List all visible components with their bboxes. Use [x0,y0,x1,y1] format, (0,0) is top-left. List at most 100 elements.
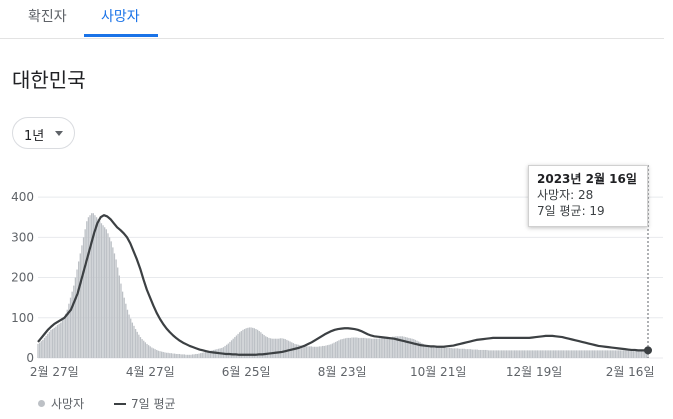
tooltip-average: 7일 평균: 19 [537,204,605,218]
y-tick-label: 300 [11,230,34,244]
death-bar [439,347,441,358]
death-bar [631,350,633,358]
death-bar [250,327,252,358]
death-bar [414,339,417,358]
death-bar [204,351,207,358]
death-bar [325,345,327,358]
death-bar [84,229,86,358]
death-bar [614,350,617,358]
death-bar [530,350,532,358]
death-bar [460,348,462,358]
death-bar [113,253,116,358]
death-bar [256,329,259,358]
death-bar [356,337,358,358]
death-bar [518,350,521,358]
death-bar [616,350,618,358]
death-bar [312,346,314,358]
death-bar [112,247,114,358]
death-bar [570,350,573,358]
death-bar [486,349,488,358]
death-bar [173,353,176,358]
y-tick-label: 200 [11,271,34,285]
death-bar [427,345,430,358]
death-bar [590,350,592,358]
death-bar [531,350,534,358]
death-bar [261,333,264,358]
death-bar [143,340,145,358]
death-bar [276,338,278,358]
death-bar [481,349,483,358]
death-bar [391,336,394,358]
death-bar [284,339,286,358]
death-bar [528,350,530,358]
death-bar [421,343,423,358]
death-bar [252,327,254,358]
death-bar [396,336,399,358]
death-bar [346,337,348,358]
death-bar [370,338,373,358]
death-bar [596,350,599,358]
death-bar [178,353,181,358]
death-bar [500,350,503,358]
legend-line-marker [114,403,126,405]
death-bar [483,349,485,358]
death-bar [185,354,187,358]
death-bar [92,213,94,358]
death-bar [186,354,189,358]
death-bar [279,338,282,358]
death-bar [266,337,269,358]
deaths-chart[interactable]: 0 100 200 300 400 2월 27일 4월 27일 6월 25일 8월 23일 10월… [0,150,673,390]
death-bar [152,348,155,358]
tab-deaths[interactable]: 사망자 [101,9,140,25]
death-bar [149,346,151,358]
death-bar [479,349,482,358]
death-bar [447,347,449,358]
death-bar [268,337,270,358]
death-bar [230,340,233,358]
death-bar [492,350,495,358]
death-bar [177,353,179,358]
death-bar [104,227,106,358]
x-tick-label: 6월 25일 [222,365,271,379]
death-bar [190,354,192,358]
death-bar [69,297,72,358]
time-range-dropdown[interactable]: 1년 [12,117,75,149]
death-bar [437,347,439,358]
death-bar [388,337,391,358]
death-bar [339,339,342,358]
death-bar [42,339,44,358]
death-bar [624,350,626,358]
death-bar [141,339,143,358]
death-bar [53,327,55,358]
death-bar [404,337,407,358]
death-bar [175,353,177,358]
death-bar [592,350,594,358]
death-bar [107,233,109,358]
death-bar [611,350,613,358]
death-bar [100,223,103,358]
death-bar [43,337,46,358]
caret-down-icon [55,131,63,136]
death-bar [123,297,125,358]
death-bar [180,354,182,358]
death-bar [45,335,47,358]
death-bar [364,337,366,358]
death-bar [564,350,566,358]
death-bar [422,343,425,358]
death-bar [445,347,447,358]
death-bar [644,350,646,358]
death-bar [151,347,153,358]
death-bar [375,338,378,358]
tab-confirmed[interactable]: 확진자 [28,9,67,25]
death-bar [305,346,308,358]
death-bar [639,350,641,358]
death-bar [566,350,568,358]
death-bar [48,331,51,358]
death-bar [108,237,111,358]
death-bar [73,285,75,358]
death-bar [533,350,535,358]
chart-tooltip: 2023년 2월 16일 사망자: 28 7일 평균: 19 [528,165,648,227]
death-bar [398,336,400,358]
death-bar [619,350,622,358]
death-bar [118,275,120,358]
